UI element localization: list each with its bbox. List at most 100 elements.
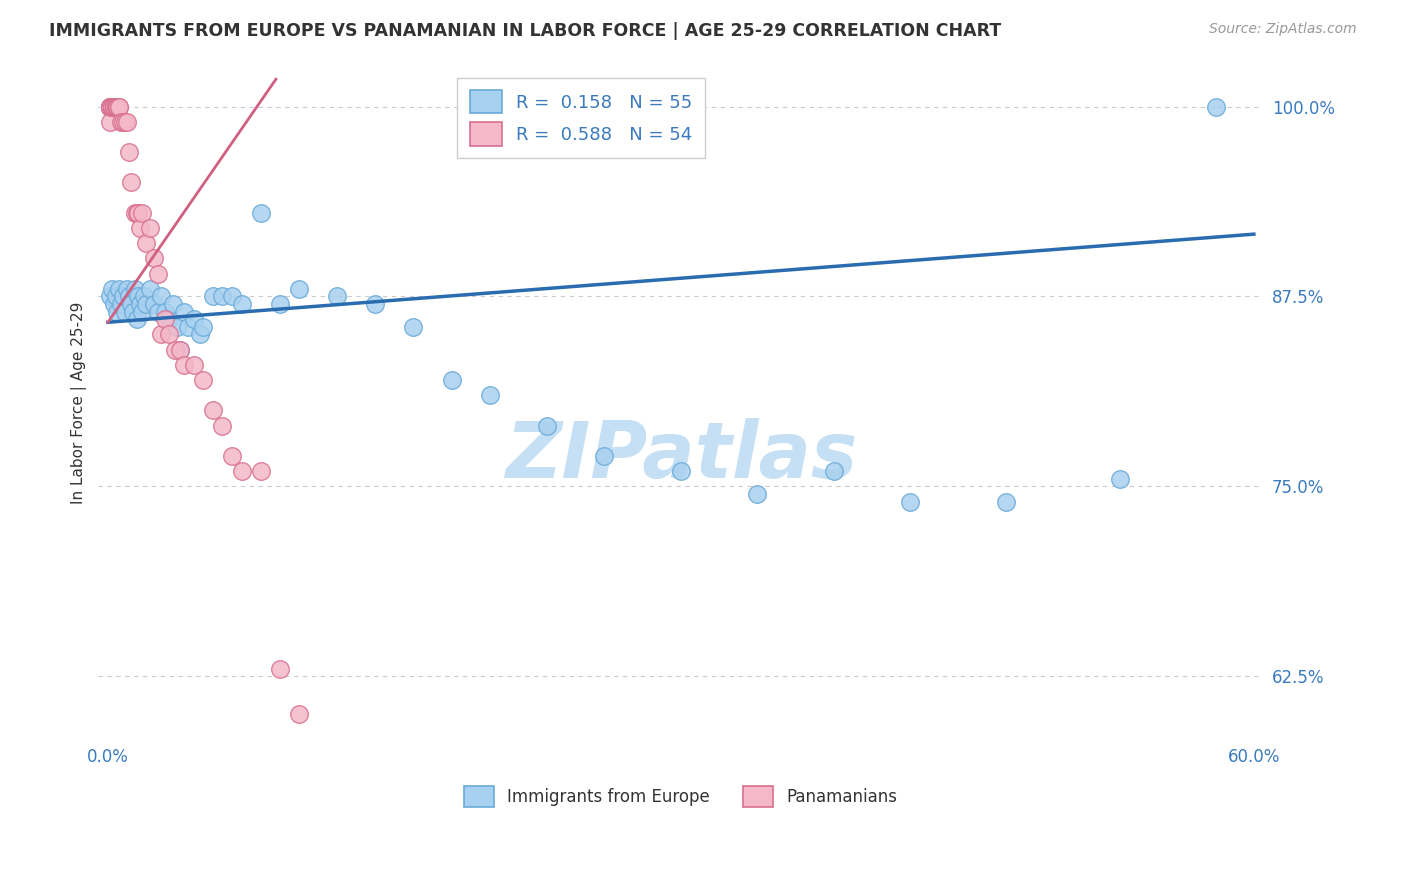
Point <box>193 319 215 334</box>
Point <box>98 289 121 303</box>
Point <box>163 343 186 357</box>
Point <box>115 282 138 296</box>
Point <box>221 449 243 463</box>
Point <box>153 304 176 318</box>
Point <box>98 99 121 113</box>
Point <box>115 114 138 128</box>
Point <box>157 327 180 342</box>
Point <box>142 297 165 311</box>
Point <box>157 312 180 326</box>
Point <box>110 114 132 128</box>
Point <box>231 297 253 311</box>
Point <box>127 206 149 220</box>
Legend: Immigrants from Europe, Panamanians: Immigrants from Europe, Panamanians <box>457 779 904 814</box>
Point <box>440 373 463 387</box>
Point <box>221 289 243 303</box>
Point <box>125 312 148 326</box>
Point <box>593 449 616 463</box>
Point <box>131 206 153 220</box>
Point <box>269 662 291 676</box>
Point <box>104 99 127 113</box>
Point <box>108 99 131 113</box>
Point <box>98 99 121 113</box>
Point <box>100 282 122 296</box>
Point <box>231 464 253 478</box>
Point <box>114 114 136 128</box>
Point <box>100 99 122 113</box>
Point <box>120 176 142 190</box>
Point <box>107 99 129 113</box>
Point <box>139 221 162 235</box>
Point <box>127 289 149 303</box>
Point <box>747 487 769 501</box>
Point <box>288 282 311 296</box>
Point <box>249 464 271 478</box>
Point <box>188 327 211 342</box>
Point <box>211 418 233 433</box>
Point <box>100 99 122 113</box>
Point <box>98 99 121 113</box>
Text: IMMIGRANTS FROM EUROPE VS PANAMANIAN IN LABOR FORCE | AGE 25-29 CORRELATION CHAR: IMMIGRANTS FROM EUROPE VS PANAMANIAN IN … <box>49 22 1001 40</box>
Point <box>103 99 125 113</box>
Point <box>823 464 845 478</box>
Point <box>201 289 224 303</box>
Point <box>103 99 125 113</box>
Point <box>536 418 558 433</box>
Point <box>193 373 215 387</box>
Point <box>269 297 291 311</box>
Point <box>98 99 121 113</box>
Point <box>98 99 121 113</box>
Point <box>129 221 152 235</box>
Point <box>100 99 122 113</box>
Point <box>1109 472 1132 486</box>
Point <box>169 343 191 357</box>
Point <box>166 319 188 334</box>
Point <box>288 707 311 722</box>
Point <box>118 289 141 303</box>
Point <box>183 312 205 326</box>
Text: ZIPatlas: ZIPatlas <box>505 418 858 494</box>
Point <box>104 289 127 303</box>
Point <box>177 319 200 334</box>
Text: Source: ZipAtlas.com: Source: ZipAtlas.com <box>1209 22 1357 37</box>
Point <box>98 99 121 113</box>
Point <box>112 114 135 128</box>
Point <box>124 282 146 296</box>
Point <box>120 297 142 311</box>
Point <box>898 494 921 508</box>
Point <box>183 358 205 372</box>
Point <box>364 297 387 311</box>
Point <box>98 99 121 113</box>
Point <box>103 99 125 113</box>
Point <box>129 297 152 311</box>
Point <box>124 206 146 220</box>
Point <box>98 114 121 128</box>
Point <box>994 494 1017 508</box>
Point <box>478 388 501 402</box>
Point <box>135 236 157 251</box>
Point <box>173 304 195 318</box>
Point <box>150 327 173 342</box>
Point <box>139 282 162 296</box>
Point <box>669 464 692 478</box>
Point <box>134 289 156 303</box>
Point <box>146 267 169 281</box>
Point <box>201 403 224 417</box>
Point <box>108 282 131 296</box>
Point <box>104 99 127 113</box>
Point <box>103 297 125 311</box>
Point <box>326 289 349 303</box>
Point <box>402 319 425 334</box>
Point <box>1205 99 1227 113</box>
Point <box>162 297 184 311</box>
Point <box>98 99 121 113</box>
Point <box>121 304 143 318</box>
Point <box>112 289 135 303</box>
Point <box>100 99 122 113</box>
Point <box>173 358 195 372</box>
Point <box>107 99 129 113</box>
Point <box>118 145 141 160</box>
Point <box>107 304 129 318</box>
Point <box>153 312 176 326</box>
Point <box>249 206 271 220</box>
